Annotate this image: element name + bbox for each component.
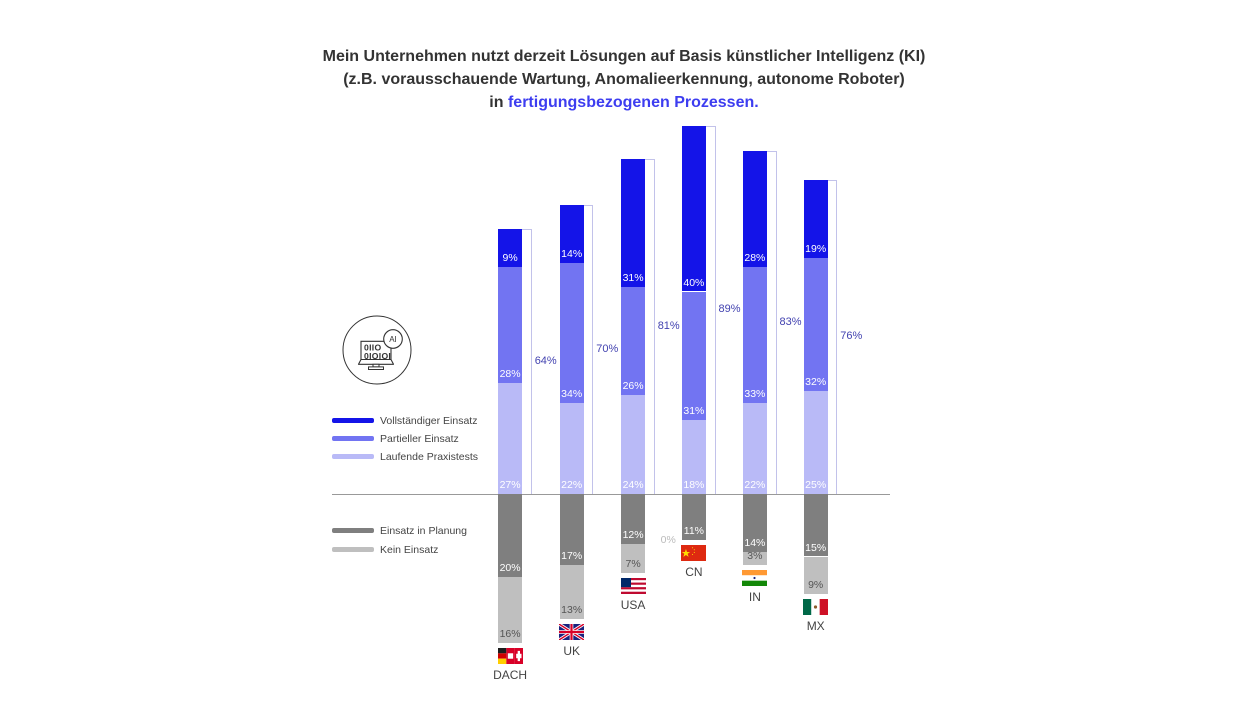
svg-text:0IOIOI: 0IOIOI: [364, 351, 391, 361]
svg-text:AI: AI: [389, 335, 397, 344]
